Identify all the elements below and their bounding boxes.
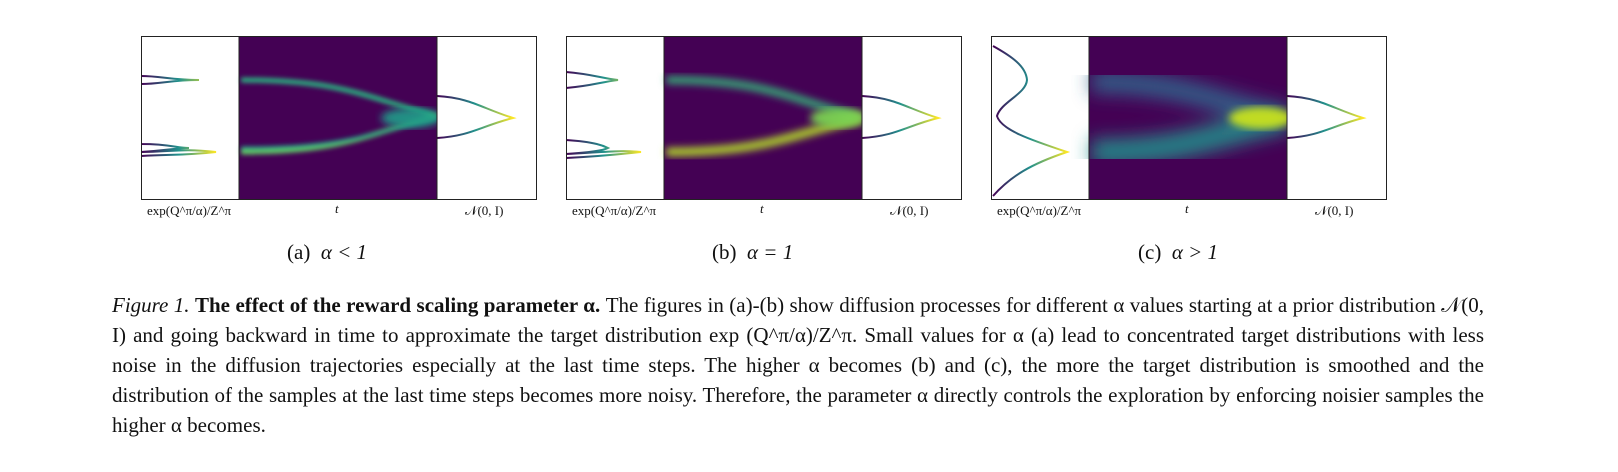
panel-a-plot — [141, 36, 537, 200]
panel-c-left-axis-label: exp(Q^π/α)/Z^π — [997, 203, 1082, 218]
target-density-curve — [992, 45, 1071, 197]
panel-b-plot — [566, 36, 962, 200]
target-density-curve — [141, 75, 217, 157]
figure-number: Figure 1. — [112, 293, 190, 317]
figure-title: The effect of the reward scaling paramet… — [195, 293, 601, 317]
panel-c-plot — [991, 36, 1387, 200]
caption-line-2: a prior distribution 𝒩(0, I) and going b… — [112, 293, 1484, 347]
panel-a-subcaption: (a) α < 1 — [287, 240, 368, 264]
panel-b-right-axis-label: 𝒩(0, I) — [890, 203, 929, 218]
panel-c-subcaption: (c) α > 1 — [1138, 240, 1219, 264]
panel-b-middle-axis-label: t — [760, 201, 764, 216]
prior-density-curve — [861, 95, 942, 139]
target-density-curve — [566, 71, 642, 159]
panel-c — [991, 36, 1387, 200]
panel-b-subcaption: (b) α = 1 — [712, 240, 794, 264]
panel-a — [141, 36, 537, 200]
panel-a-right-axis-label: 𝒩(0, I) — [465, 203, 504, 218]
panel-b-left-axis-label: exp(Q^π/α)/Z^π — [572, 203, 657, 218]
prior-density-curve — [436, 95, 517, 139]
prior-density-curve — [1286, 95, 1367, 139]
panel-b — [566, 36, 962, 200]
figure-caption: Figure 1. The effect of the reward scali… — [112, 290, 1484, 440]
caption-line-5: Therefore, the parameter α directly cont… — [112, 383, 1484, 437]
caption-line-1: The figures in (a)-(b) show diffusion pr… — [605, 293, 1273, 317]
panel-a-middle-axis-label: t — [335, 201, 339, 216]
caption-line-4: (b) and (c), the more the target distrib… — [112, 353, 1484, 407]
caption-line-3: lead to concentrated target distribution… — [112, 323, 1484, 377]
panel-c-right-axis-label: 𝒩(0, I) — [1315, 203, 1354, 218]
panel-a-left-axis-label: exp(Q^π/α)/Z^π — [147, 203, 232, 218]
panel-c-middle-axis-label: t — [1185, 201, 1189, 216]
